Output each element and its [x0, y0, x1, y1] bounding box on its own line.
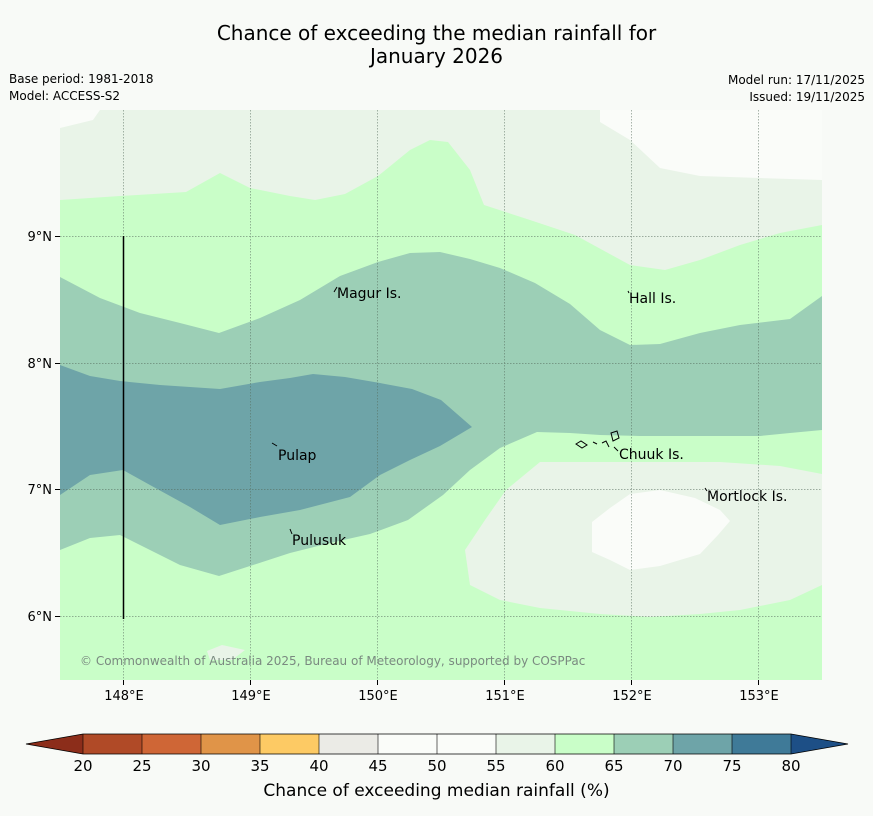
island-magur [333, 286, 338, 293]
lon-label-150e: 150°E [358, 689, 398, 704]
lat-label-9n: 9°N [28, 230, 53, 245]
cbar-tick-80: 80 [781, 757, 800, 775]
title-line-2: January 2026 [369, 44, 504, 68]
cbar-tick-55: 55 [486, 757, 505, 775]
lon-axis: 148°E 149°E 150°E 151°E 152°E 153°E [104, 680, 779, 704]
meta-left: Base period: 1981-2018 Model: ACCESS-S2 [9, 71, 154, 105]
cbar-tick-70: 70 [663, 757, 682, 775]
cbar-tick-25: 25 [132, 757, 151, 775]
meta-right: Model run: 17/11/2025 Issued: 19/11/2025 [728, 72, 865, 106]
cbar-30-35 [201, 734, 260, 754]
cbar-tick-35: 35 [250, 757, 269, 775]
issued-text: Issued: 19/11/2025 [749, 90, 865, 104]
cbar-20-25 [83, 734, 142, 754]
cbar-35-40 [260, 734, 319, 754]
colorbar: 20 25 30 35 40 45 50 55 60 65 70 75 80 [25, 733, 849, 775]
label-chuuk: Chuuk Is. [619, 447, 684, 463]
lon-label-148e: 148°E [104, 689, 144, 704]
gridlines [60, 110, 822, 680]
cbar-tick-60: 60 [545, 757, 564, 775]
label-magur: Magur Is. [337, 286, 402, 302]
copyright-text: © Commonwealth of Australia 2025, Bureau… [80, 654, 585, 668]
lat-label-8n: 8°N [28, 357, 53, 372]
island-mortlock [704, 487, 708, 492]
lon-label-151e: 151°E [485, 689, 525, 704]
island-chuuk-4 [610, 430, 620, 442]
island-hall [627, 290, 630, 294]
zone-45-55-topright [600, 110, 822, 180]
cbar-tick-45: 45 [368, 757, 387, 775]
label-mortlock: Mortlock Is. [707, 489, 787, 505]
island-chuuk-5 [613, 446, 619, 452]
lon-label-152e: 152°E [612, 689, 652, 704]
cbar-tick-75: 75 [722, 757, 741, 775]
cbar-45-50 [378, 734, 437, 754]
cbar-75-80 [732, 734, 791, 754]
cbar-tick-40: 40 [309, 757, 328, 775]
cbar-60-65 [555, 734, 614, 754]
island-chuuk-3 [601, 440, 610, 448]
island-pulusuk [289, 528, 293, 535]
cbar-tick-20: 20 [73, 757, 92, 775]
cbar-50-55 [437, 734, 496, 754]
lon-label-153e: 153°E [739, 689, 779, 704]
zone-55-60-small [207, 645, 245, 660]
zone-45-55-topleft [60, 110, 100, 128]
label-hall: Hall Is. [629, 291, 676, 307]
label-pulusuk: Pulusuk [292, 533, 347, 549]
island-chuuk-1 [575, 440, 588, 449]
cbar-65-70 [614, 734, 673, 754]
zone-70-75 [60, 365, 472, 525]
rainfall-map: Magur Is. Hall Is. Pulap Chuuk Is. Mortl… [60, 110, 822, 680]
cbar-55-60 [496, 734, 555, 754]
model-text: Model: ACCESS-S2 [9, 89, 121, 103]
lat-axis: 9°N 8°N 7°N 6°N [28, 230, 60, 625]
colorbar-title: Chance of exceeding median rainfall (%) [263, 781, 610, 801]
model-run-text: Model run: 17/11/2025 [727, 73, 865, 87]
island-chuuk-2 [592, 441, 598, 445]
cbar-tick-30: 30 [191, 757, 210, 775]
title-line-1: Chance of exceeding the median rainfall … [216, 21, 657, 45]
cbar-70-75 [673, 734, 732, 754]
label-pulap: Pulap [278, 448, 317, 464]
base-period-text: Base period: 1981-2018 [9, 72, 154, 86]
lon-label-149e: 149°E [231, 689, 271, 704]
cbar-40-45 [319, 734, 378, 754]
zone-45-55-core [592, 490, 730, 570]
cbar-extend-low [26, 734, 83, 754]
lat-label-7n: 7°N [28, 483, 53, 498]
islands [271, 286, 708, 535]
map-title: Chance of exceeding the median rainfall … [0, 22, 873, 68]
island-pulap [271, 442, 278, 447]
cbar-25-30 [142, 734, 201, 754]
lat-label-6n: 6°N [28, 610, 53, 625]
cbar-tick-50: 50 [427, 757, 446, 775]
cbar-tick-65: 65 [604, 757, 623, 775]
cbar-extend-high [791, 734, 848, 754]
cbar-dividers [82, 734, 792, 754]
